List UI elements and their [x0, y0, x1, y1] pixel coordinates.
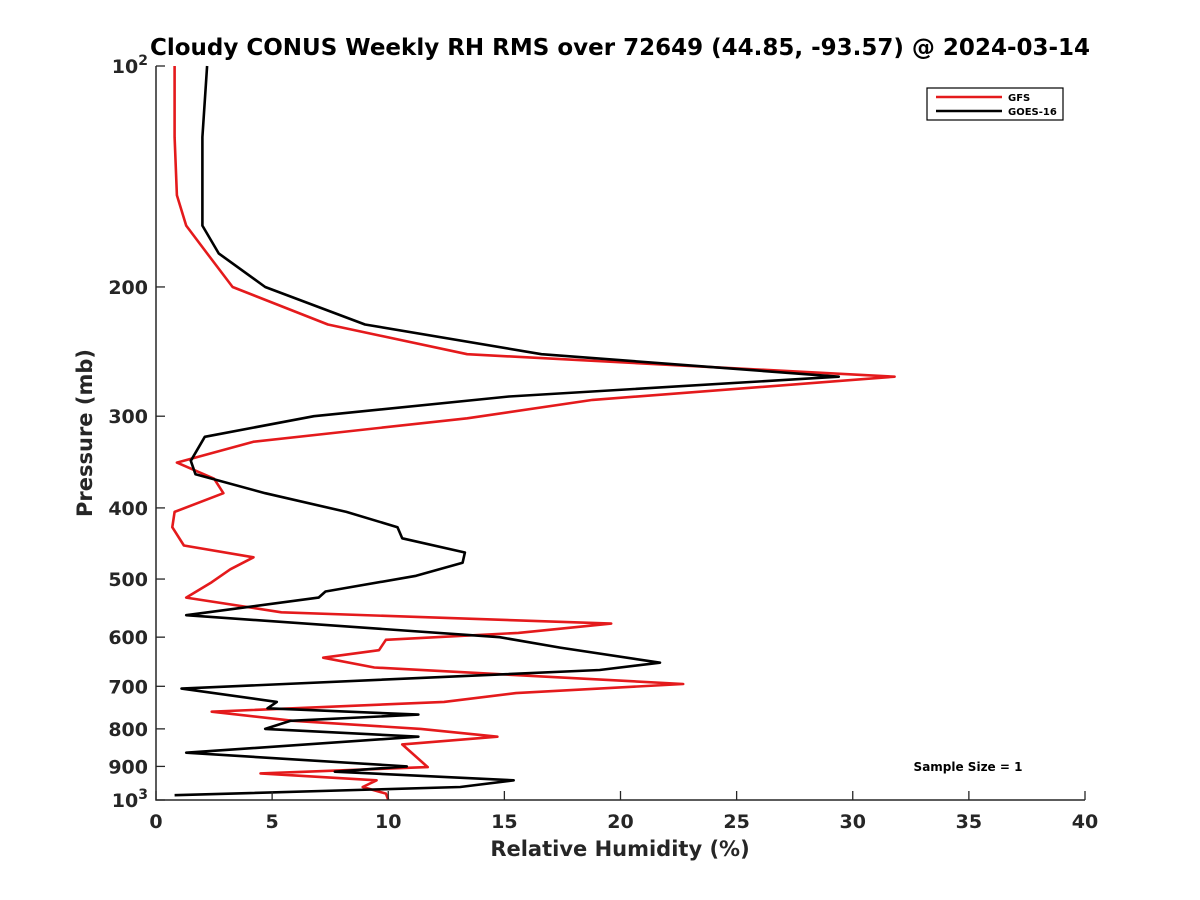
x-tick-label: 20 [607, 811, 633, 833]
sample-size-annotation: Sample Size = 1 [914, 760, 1023, 774]
x-axis-label: Relative Humidity (%) [490, 837, 749, 861]
y-tick-label: 800 [108, 719, 148, 741]
x-tick-label: 30 [840, 811, 866, 833]
y-axis-label: Pressure (mb) [73, 349, 97, 517]
x-tick-label: 15 [491, 811, 517, 833]
legend-entry-gfs: GFS [1008, 93, 1030, 104]
y-tick-label: 700 [108, 676, 148, 698]
x-tick-label: 5 [266, 811, 279, 833]
x-tick-label: 35 [956, 811, 982, 833]
y-tick-label: 900 [108, 756, 148, 778]
y-axis-ticks: 102 200 300 400 500 600 700 800 900 103 [108, 53, 165, 812]
plot-area [156, 66, 1085, 800]
y-tick-label: 102 [112, 53, 148, 78]
y-tick-label: 400 [108, 498, 148, 520]
series-line-gfs [171, 66, 896, 801]
y-tick-label: 300 [108, 406, 148, 428]
chart-title: Cloudy CONUS Weekly RH RMS over 72649 (4… [150, 35, 1090, 61]
x-axis-ticks: 0 5 10 15 20 25 30 35 40 [149, 791, 1098, 833]
series-line-goes-16 [174, 65, 841, 797]
legend: GFS GOES-16 [926, 87, 1064, 121]
y-tick-label: 600 [108, 627, 148, 649]
legend-entry-goes-16: GOES-16 [1008, 107, 1057, 118]
legend-box [926, 87, 1064, 121]
y-tick-label: 103 [112, 787, 148, 812]
x-tick-label: 10 [375, 811, 401, 833]
y-tick-label: 500 [108, 569, 148, 591]
x-tick-label: 0 [149, 811, 162, 833]
x-tick-label: 25 [723, 811, 749, 833]
series-layer [171, 65, 896, 801]
x-tick-label: 40 [1072, 811, 1098, 833]
y-tick-label: 200 [108, 277, 148, 299]
